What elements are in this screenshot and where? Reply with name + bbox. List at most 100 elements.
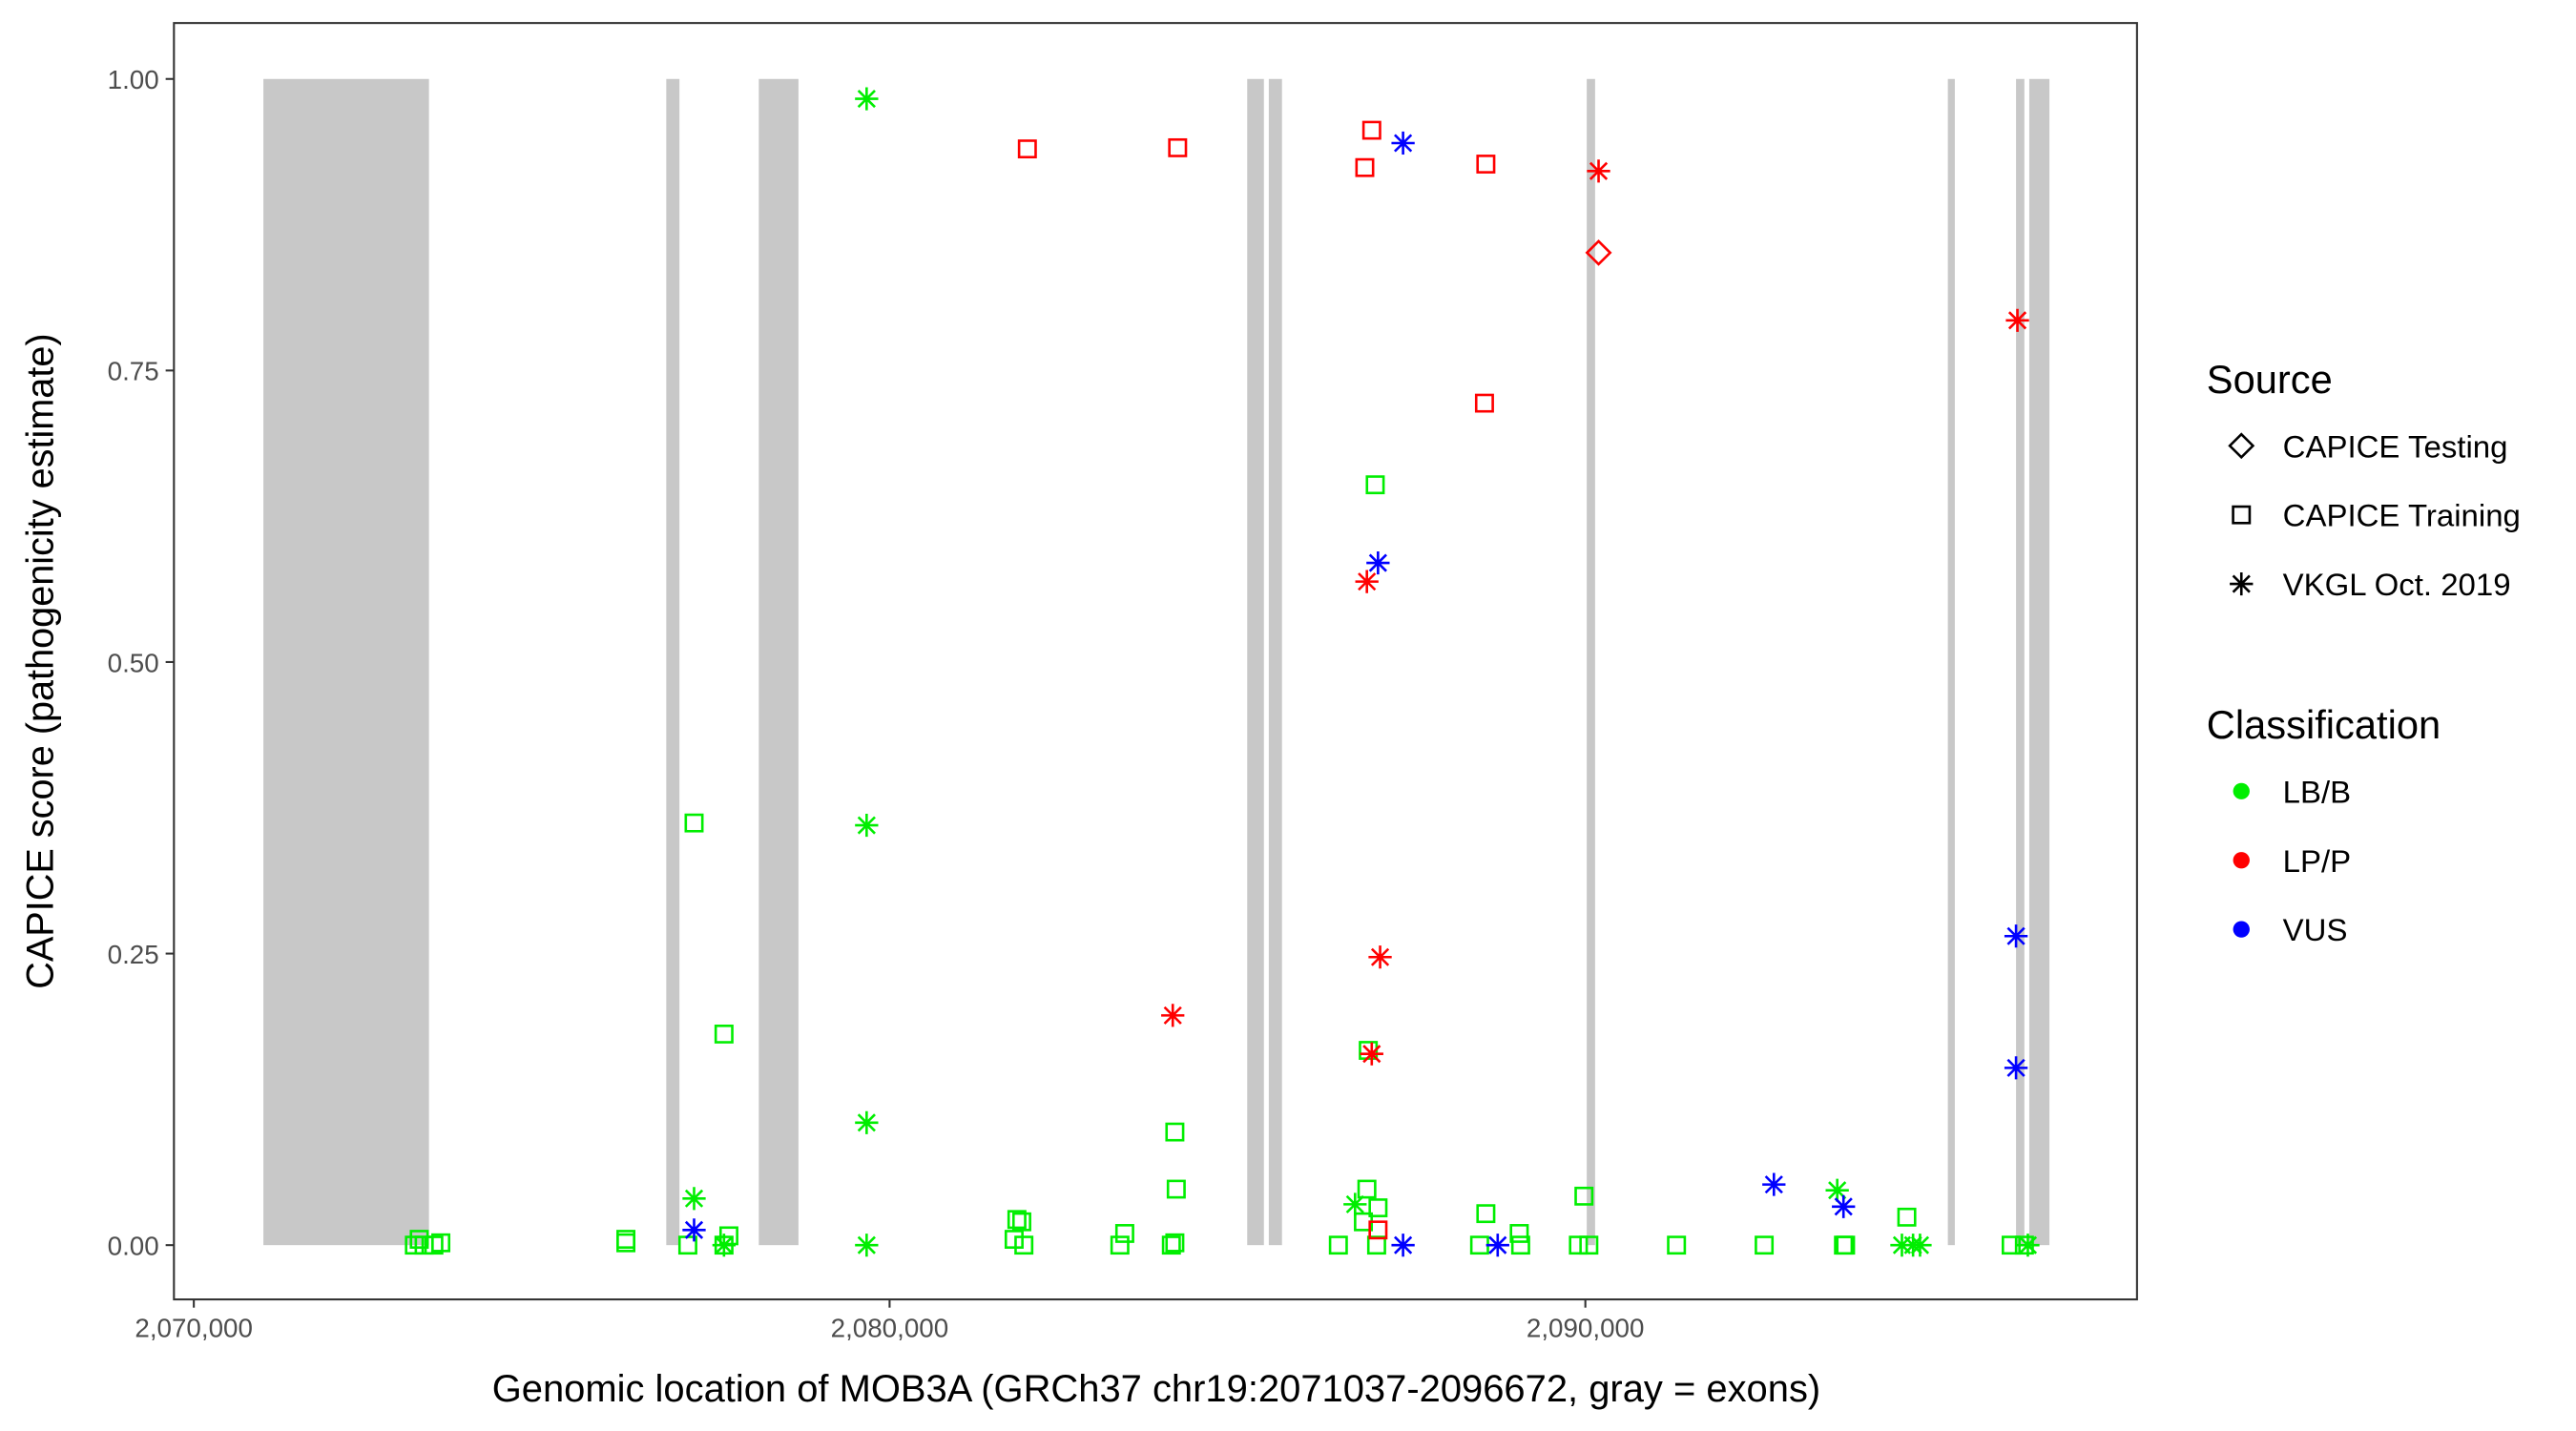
data-point [1366,550,1390,575]
data-point [1355,570,1379,593]
data-point [1391,1234,1415,1257]
data-point [714,1025,734,1044]
data-point [1474,393,1494,413]
data-point [1755,1235,1775,1255]
data-point [1168,137,1188,157]
exon-band [758,78,799,1246]
legend-source-title: Source [2207,357,2333,402]
data-point [855,87,879,111]
data-point [855,1110,879,1134]
data-point [2004,924,2028,948]
data-point [1114,1224,1134,1243]
data-point [1901,1234,1925,1257]
data-point [1587,159,1610,183]
data-point [1476,155,1496,174]
data-point [1355,157,1375,177]
data-point [1014,1235,1034,1255]
data-point [1357,1179,1377,1199]
data-point [682,1218,706,1242]
data-point [405,1235,425,1255]
legend-dot-icon [2233,782,2250,799]
data-point [1368,1220,1388,1240]
data-point [1365,475,1385,495]
data-point [855,814,879,838]
legend-class-label: VUS [2283,912,2348,947]
data-point [1585,239,1612,266]
data-point [1343,1192,1367,1216]
data-point [1836,1235,1856,1255]
data-point [1368,1198,1388,1217]
data-point [1391,131,1415,156]
exon-band [1947,78,1955,1246]
data-point [1161,1235,1181,1255]
y-tick-label: 0.75 [108,357,159,386]
legend-diamond-icon [2228,432,2255,460]
data-point [1366,1235,1386,1255]
exon-band [2016,78,2025,1246]
exon-band [666,78,680,1246]
data-point [855,1234,879,1257]
legend-source-label: CAPICE Training [2283,498,2521,533]
data-point [1667,1235,1687,1255]
data-point [1469,1235,1489,1255]
y-axis: 0.00 0.25 0.50 0.75 1.00 [108,65,175,1260]
legend-source-label: VKGL Oct. 2019 [2283,567,2511,602]
data-point [682,1187,706,1211]
data-point [1510,1235,1530,1255]
data-point [1360,1042,1383,1066]
plot-panel-border [173,22,2138,1301]
x-axis: 2,070,000 2,080,000 2,090,000 [135,1299,1644,1343]
data-point [1568,1235,1589,1255]
data-point [1017,139,1037,159]
y-tick-label: 0.25 [108,940,159,969]
exon-band [1247,78,1264,1246]
data-point [712,1234,737,1257]
data-point [1165,1122,1185,1142]
legend-class-title: Classification [2207,702,2441,747]
data-point [684,813,704,833]
data-point [2004,1056,2028,1080]
data-point [431,1233,451,1253]
legend-dot-icon [2233,921,2250,938]
legend: Source Classification CAPICE Testing CAPI… [2207,357,2521,947]
legend-source-label: CAPICE Testing [2283,428,2508,464]
data-point [1361,120,1381,140]
exon-band [2028,78,2050,1246]
data-point [1110,1235,1130,1255]
exon-band [1587,78,1595,1246]
data-point [2016,1234,2040,1257]
exon-band [263,78,429,1246]
data-point [1485,1234,1509,1257]
data-point [1328,1235,1348,1255]
data-point [424,1235,444,1255]
legend-class-label: LP/P [2283,843,2352,879]
x-tick-label: 2,090,000 [1527,1314,1645,1343]
data-point [1165,1233,1185,1253]
data-point [1574,1186,1594,1206]
x-axis-title: Genomic location of MOB3A (GRCh37 chr19:… [492,1368,1821,1410]
data-point [616,1230,636,1249]
data-point [1579,1235,1599,1255]
exon-bands [263,78,2050,1246]
data-point [409,1230,429,1249]
y-axis-title: CAPICE score (pathogenicity estimate) [19,333,61,988]
data-points [405,87,2040,1257]
legend-asterisk-icon [2230,572,2254,596]
data-point [2005,308,2029,332]
data-point [1004,1230,1024,1249]
data-point [1368,945,1392,969]
data-point [1007,1210,1027,1230]
x-tick-label: 2,070,000 [135,1314,253,1343]
legend-dot-icon [2233,852,2250,869]
data-point [1476,1204,1496,1224]
exon-band [1268,78,1282,1246]
data-point [1509,1224,1529,1243]
legend-class-label: LB/B [2283,774,2352,809]
data-point [1897,1207,1917,1227]
data-point [1166,1179,1186,1199]
y-tick-label: 1.00 [108,65,159,94]
y-tick-label: 0.00 [108,1232,159,1261]
legend-square-icon [2232,505,2252,525]
y-tick-label: 0.50 [108,648,159,677]
